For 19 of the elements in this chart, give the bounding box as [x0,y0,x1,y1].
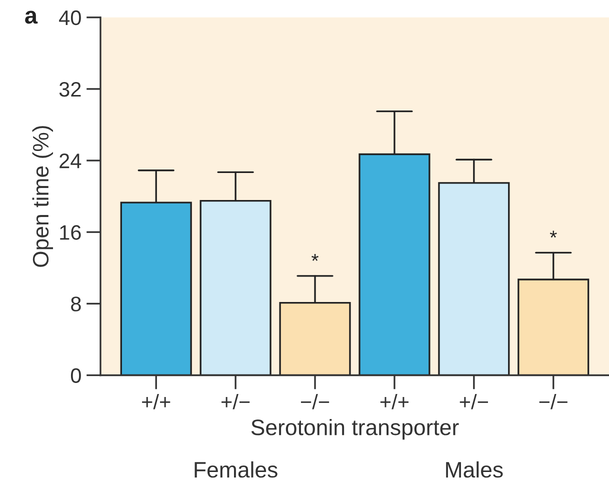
y-tick-label: 0 [70,368,81,383]
y-tick-label: 8 [71,296,81,312]
y-tick-label: 32 [59,82,81,97]
y-tick-label: 24 [60,154,82,168]
y-tick-label: 40 [59,10,81,26]
x-tick-label: +/+ [142,394,170,410]
x-tick-label: +/+ [380,394,408,410]
data-label: * [312,254,318,261]
text: a [25,10,38,24]
y-tick-label: 16 [60,225,81,240]
x-tick-label: −/− [539,394,568,410]
data-label: * [550,230,557,238]
text: Males [446,461,503,478]
y-axis-title: Open time (%) [32,126,54,267]
x-tick-label: −/− [300,394,330,410]
x-tick-label: +/− [222,394,250,410]
x-tick-label: +/− [460,394,488,410]
text: Females [194,461,278,478]
x-axis-title: Serotonin transporter [251,418,459,440]
